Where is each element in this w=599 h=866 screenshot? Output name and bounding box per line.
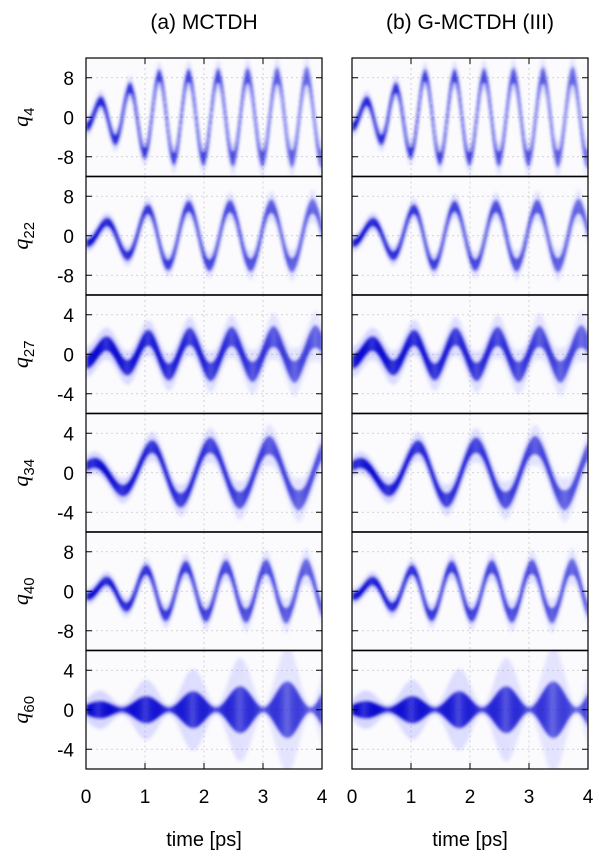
- panel-q4-col1: [352, 56, 589, 180]
- panel-q27-col0: [86, 295, 323, 414]
- panel-q4-col0: [86, 56, 323, 180]
- panel-q60-col0: [86, 647, 323, 772]
- panel-q22-col1: [352, 177, 589, 296]
- panel-q22-col0: [86, 177, 323, 296]
- panels-layer: [86, 56, 589, 773]
- panel-q40-col0: [86, 532, 323, 651]
- panel-q34-col0: [86, 414, 323, 533]
